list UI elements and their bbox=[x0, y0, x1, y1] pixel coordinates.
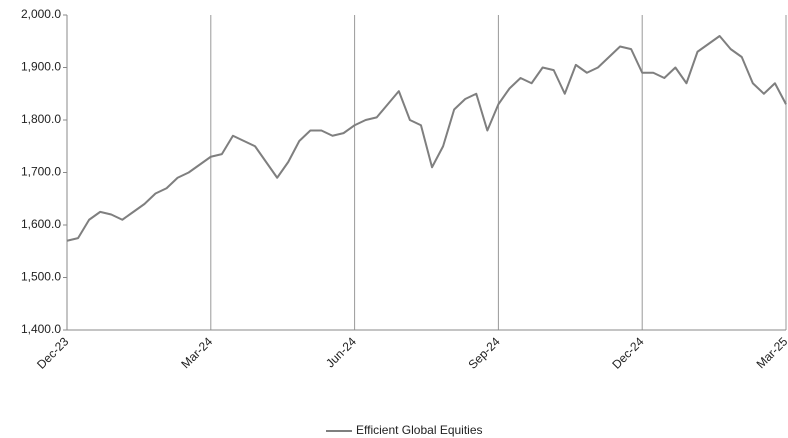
y-tick-label: 1,500.0 bbox=[21, 270, 61, 284]
y-tick-label: 1,400.0 bbox=[21, 322, 61, 336]
y-tick-label: 2,000.0 bbox=[21, 7, 61, 21]
x-tick-label: Jun-24 bbox=[323, 334, 359, 370]
x-tick-label: Mar-25 bbox=[754, 334, 788, 371]
y-tick-label: 1,700.0 bbox=[21, 165, 61, 179]
x-tick-label: Sep-24 bbox=[465, 334, 502, 371]
x-tick-label: Dec-24 bbox=[609, 334, 646, 371]
legend-label: Efficient Global Equities bbox=[356, 423, 483, 437]
y-tick-label: 1,800.0 bbox=[21, 112, 61, 126]
y-tick-label: 1,900.0 bbox=[21, 60, 61, 74]
x-tick-label: Dec-23 bbox=[34, 334, 71, 371]
x-tick-label: Mar-24 bbox=[178, 334, 215, 371]
series-line bbox=[66, 35, 787, 242]
y-tick-label: 1,600.0 bbox=[21, 217, 61, 231]
